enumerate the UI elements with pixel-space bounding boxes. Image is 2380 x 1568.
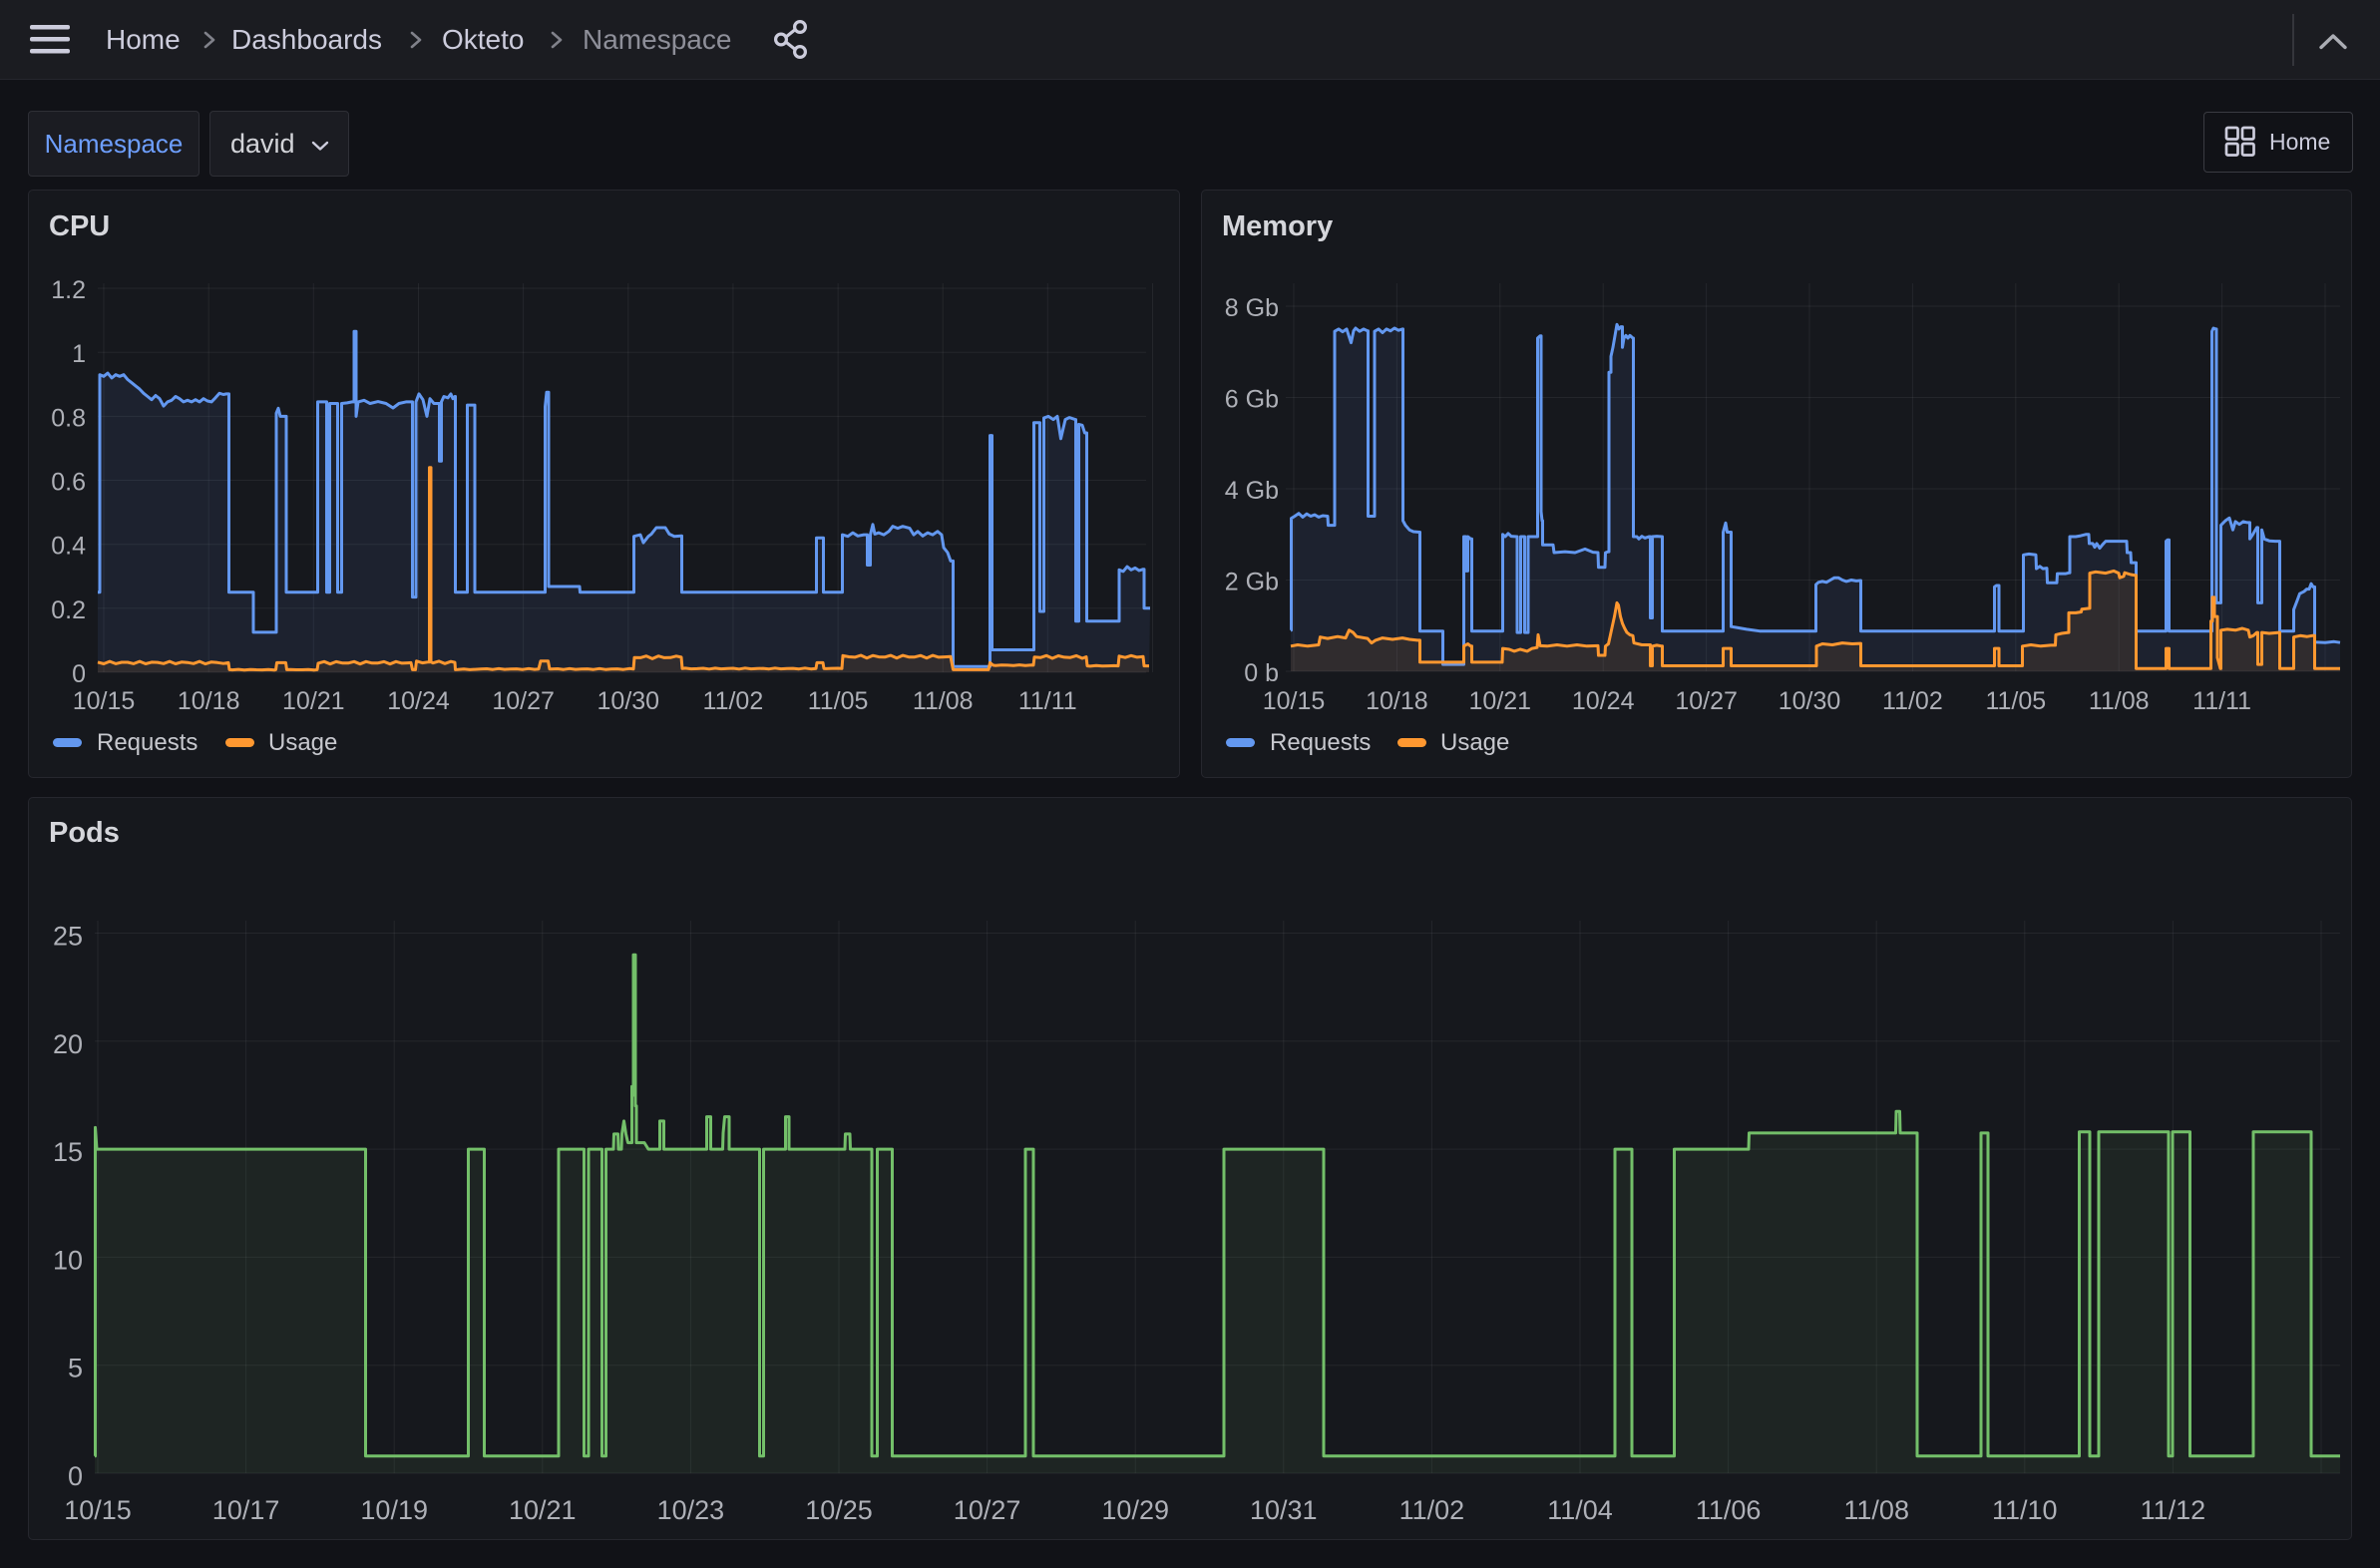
svg-text:15: 15 [53,1137,83,1167]
svg-text:1.2: 1.2 [51,276,86,304]
svg-text:8 Gb: 8 Gb [1225,294,1279,322]
svg-text:Usage: Usage [1440,729,1509,756]
svg-text:Requests: Requests [1270,729,1371,756]
svg-text:10/29: 10/29 [1101,1495,1169,1525]
svg-text:10/27: 10/27 [954,1495,1021,1525]
svg-text:10/24: 10/24 [387,687,450,715]
svg-text:11/05: 11/05 [808,687,869,715]
svg-text:Usage: Usage [268,729,337,756]
svg-text:25: 25 [53,922,83,952]
svg-text:0.8: 0.8 [51,404,86,432]
svg-text:11/02: 11/02 [1882,687,1943,715]
svg-text:10/25: 10/25 [805,1495,873,1525]
svg-text:11/04: 11/04 [1547,1495,1613,1525]
svg-text:0.4: 0.4 [51,533,86,561]
svg-text:2 Gb: 2 Gb [1225,569,1279,596]
svg-text:10/30: 10/30 [597,687,660,715]
svg-text:11/08: 11/08 [2089,687,2150,715]
svg-text:10: 10 [53,1245,83,1275]
svg-text:10/21: 10/21 [282,687,345,715]
svg-text:10/27: 10/27 [1675,687,1738,715]
svg-text:11/12: 11/12 [2141,1495,2206,1525]
svg-text:10/31: 10/31 [1250,1495,1318,1525]
svg-text:10/15: 10/15 [64,1495,132,1525]
svg-text:10/21: 10/21 [509,1495,577,1525]
svg-text:0.2: 0.2 [51,596,86,624]
svg-text:10/24: 10/24 [1572,687,1635,715]
svg-text:10/30: 10/30 [1779,687,1841,715]
svg-text:1: 1 [72,340,86,368]
svg-text:10/23: 10/23 [657,1495,725,1525]
svg-text:0: 0 [72,660,86,688]
svg-text:11/02: 11/02 [1399,1495,1465,1525]
svg-text:10/19: 10/19 [360,1495,428,1525]
svg-text:4 Gb: 4 Gb [1225,477,1279,505]
svg-text:10/15: 10/15 [73,687,136,715]
svg-text:0 b: 0 b [1244,659,1279,687]
svg-text:5: 5 [68,1354,83,1383]
svg-text:0: 0 [68,1461,83,1491]
svg-text:11/10: 11/10 [1992,1495,2058,1525]
svg-text:11/06: 11/06 [1696,1495,1762,1525]
svg-text:Requests: Requests [97,729,198,756]
svg-text:10/21: 10/21 [1469,687,1532,715]
svg-text:0.6: 0.6 [51,469,86,497]
svg-text:11/11: 11/11 [2192,687,2251,715]
svg-text:10/27: 10/27 [492,687,555,715]
svg-text:20: 20 [53,1029,83,1059]
svg-text:11/08: 11/08 [1843,1495,1909,1525]
svg-text:11/02: 11/02 [703,687,764,715]
svg-text:10/18: 10/18 [1366,687,1428,715]
svg-text:10/15: 10/15 [1263,687,1326,715]
svg-text:6 Gb: 6 Gb [1225,386,1279,414]
svg-text:10/18: 10/18 [178,687,240,715]
svg-text:10/17: 10/17 [212,1495,280,1525]
svg-text:11/11: 11/11 [1018,687,1077,715]
svg-text:11/05: 11/05 [1985,687,2046,715]
svg-text:11/08: 11/08 [913,687,974,715]
